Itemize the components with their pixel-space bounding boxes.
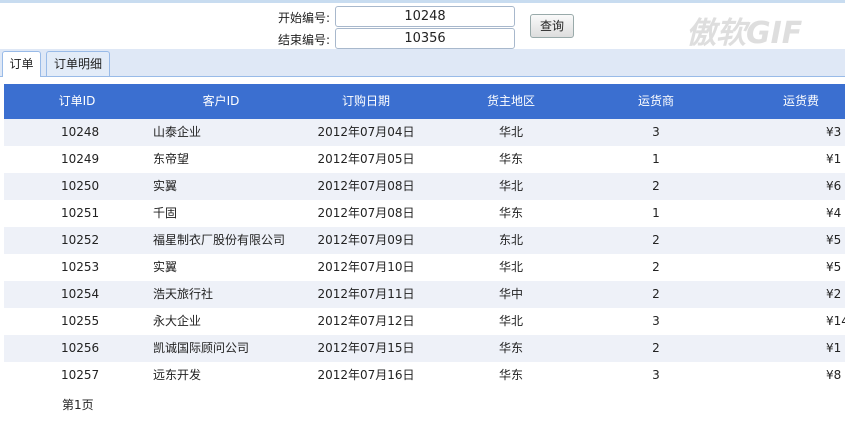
cell: 2012年07月08日	[317, 206, 415, 220]
cell: ¥5	[826, 260, 842, 274]
cell: 华东	[498, 368, 523, 382]
tab-strip	[0, 49, 845, 77]
cell: 山泰企业	[153, 125, 202, 139]
header-cell: 订购日期	[341, 94, 390, 108]
cell: 3	[652, 368, 660, 382]
top-bar	[0, 0, 845, 3]
table-row: 10252 福星制衣厂股份有限公司 2012年07月09日 东北 2 ¥5	[4, 227, 845, 254]
table-row: 10251 千固 2012年07月08日 华东 1 ¥4	[4, 200, 845, 227]
cell: 华东	[498, 341, 523, 355]
cell: 10251	[61, 206, 100, 220]
table-row: 10257 远东开发 2012年07月16日 华东 3 ¥8	[4, 362, 845, 389]
cell: ¥3	[826, 125, 842, 139]
cell: 10249	[61, 152, 100, 166]
cell: ¥4	[826, 206, 842, 220]
pager: 第1页	[62, 398, 94, 412]
table-row: 10255 永大企业 2012年07月12日 华北 3 ¥14	[4, 308, 845, 335]
end-label: 结束编号:	[278, 33, 331, 47]
table-row: 10248 山泰企业 2012年07月04日 华北 3 ¥3	[4, 119, 845, 146]
cell: ¥5	[826, 233, 842, 247]
grid: 订单ID 客户ID 订购日期 货主地区 运货商 运货费 10248 山泰企业 2012年07月0…	[4, 84, 845, 389]
start-input[interactable]: 10248	[335, 6, 515, 27]
cell: 华北	[498, 314, 523, 328]
cell: ¥8	[826, 368, 842, 382]
cell: 华北	[498, 125, 523, 139]
cell: 2	[652, 179, 660, 193]
cell: 2012年07月10日	[317, 260, 415, 274]
cell: 远东开发	[153, 368, 202, 382]
header-row: 订单ID 客户ID 订购日期 货主地区 运货商 运货费	[4, 84, 845, 119]
cell: 1	[652, 152, 660, 166]
cell: ¥6	[826, 179, 842, 193]
cell: 2012年07月09日	[317, 233, 415, 247]
cell: 10253	[61, 260, 100, 274]
cell: 10252	[61, 233, 100, 247]
cell: 东帝望	[153, 152, 190, 166]
header-cell: 订单ID	[58, 94, 96, 108]
header-cell: 运货商	[637, 94, 674, 108]
cell: 东北	[498, 233, 523, 247]
start-label: 开始编号:	[278, 11, 331, 25]
tab[interactable]: 订单明细	[46, 51, 110, 76]
end-input[interactable]: 10356	[335, 28, 515, 49]
tab[interactable]: 订单	[2, 51, 41, 77]
cell: 2	[652, 341, 660, 355]
cell: 3	[652, 125, 660, 139]
cell: 华东	[498, 206, 523, 220]
cell: 10256	[61, 341, 100, 355]
cell: 3	[652, 314, 660, 328]
header-cell: 客户ID	[202, 94, 240, 108]
cell: 2	[652, 233, 660, 247]
cell: 实翼	[153, 260, 178, 274]
cell: 2012年07月08日	[317, 179, 415, 193]
cell: 千固	[153, 206, 178, 220]
cell: 10250	[61, 179, 100, 193]
cell: 华中	[498, 287, 523, 301]
cell: 华东	[498, 152, 523, 166]
cell: 10255	[61, 314, 100, 328]
cell: 10254	[61, 287, 100, 301]
cell: 2012年07月16日	[317, 368, 415, 382]
table-row: 10250 实翼 2012年07月08日 华北 2 ¥6	[4, 173, 845, 200]
cell: ¥1	[826, 341, 842, 355]
header-cell: 运货费	[782, 94, 819, 108]
cell: 2012年07月05日	[317, 152, 415, 166]
cell: 2012年07月11日	[317, 287, 415, 301]
cell: 浩天旅行社	[153, 287, 214, 301]
cell: 华北	[498, 260, 523, 274]
cell: 凯诚国际顾问公司	[153, 341, 250, 355]
cell: 1	[652, 206, 660, 220]
table-row: 10253 实翼 2012年07月10日 华北 2 ¥5	[4, 254, 845, 281]
cell: ¥1	[826, 152, 842, 166]
table-row: 10254 浩天旅行社 2012年07月11日 华中 2 ¥2	[4, 281, 845, 308]
table-row: 10249 东帝望 2012年07月05日 华东 1 ¥1	[4, 146, 845, 173]
watermark: 傲软GIF	[686, 16, 803, 51]
cell: 永大企业	[153, 314, 202, 328]
query-button[interactable]: 查询	[530, 14, 574, 38]
cell: 华北	[498, 179, 523, 193]
cell: ¥14	[826, 314, 845, 328]
cell: 2	[652, 260, 660, 274]
header-cell: 货主地区	[486, 94, 535, 108]
cell: 2012年07月04日	[317, 125, 415, 139]
cell: 2012年07月12日	[317, 314, 415, 328]
cell: 10257	[61, 368, 100, 382]
table-row: 10256 凯诚国际顾问公司 2012年07月15日 华东 2 ¥1	[4, 335, 845, 362]
cell: 2012年07月15日	[317, 341, 415, 355]
cell: 实翼	[153, 179, 178, 193]
cell: 2	[652, 287, 660, 301]
cell: 福星制衣厂股份有限公司	[153, 233, 286, 247]
cell: 10248	[61, 125, 100, 139]
cell: ¥2	[826, 287, 842, 301]
